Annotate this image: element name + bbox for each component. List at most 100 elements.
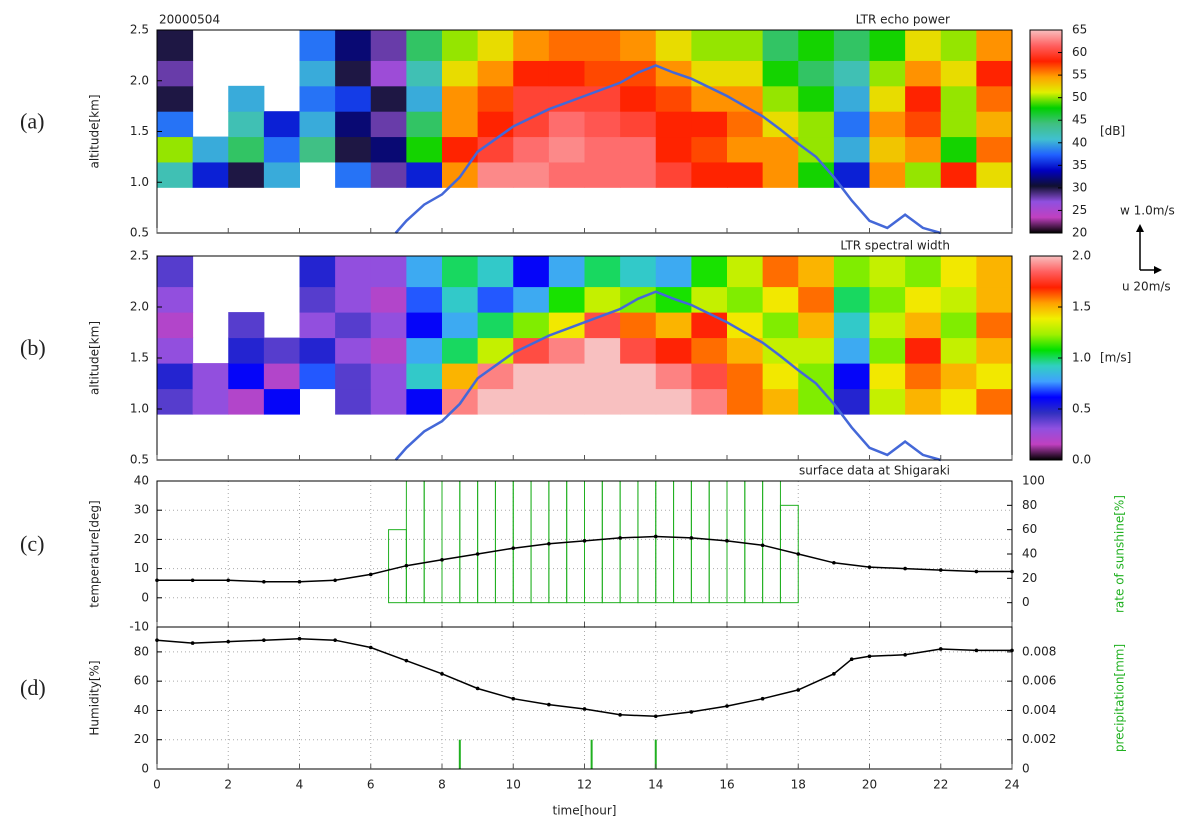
heat-cell [299,30,336,61]
colorbar-tick-label: 1.0 [1072,351,1091,365]
heat-cell [335,161,372,188]
heat-cell [406,312,443,339]
data-point [832,560,836,565]
heat-cell [905,312,942,339]
heat-cell [762,30,799,61]
y-axis-label: temperature[deg] [88,500,102,607]
heat-cell [442,312,479,339]
heat-cell [299,312,336,339]
data-point [333,638,337,642]
heat-cell [655,363,692,390]
data-point [333,578,337,583]
colorbar-tick-label: 30 [1072,180,1087,194]
heat-cell [762,286,799,313]
heat-cell [833,111,870,138]
heat-cell [442,256,479,288]
heat-cell [477,136,514,163]
heat-cell [691,85,728,112]
y-tick-label: 0 [141,590,149,604]
heat-cell [869,256,906,288]
y-tick-label: 1.5 [130,124,149,138]
heat-cell [727,30,764,61]
colorbar-tick-label: 35 [1072,158,1087,172]
heat-cell [548,30,585,61]
heat-cell [655,111,692,138]
heat-cell [299,111,336,138]
data-point [832,672,836,676]
heat-cell [869,286,906,313]
heat-cell [299,256,336,288]
data-point [938,568,943,572]
heat-cell [691,161,728,188]
heat-cell [157,337,194,364]
heat-cell [976,136,1013,163]
y-tick-label: 0 [141,762,149,776]
heat-cell [584,337,621,364]
heat-cell [691,312,728,339]
data-point [760,696,765,701]
data-point [974,648,979,653]
heat-cell [905,256,942,288]
heat-cell [370,85,407,112]
heat-cell [691,337,728,364]
heat-cell [620,256,657,288]
y2-axis-label: precipitation[mm] [1113,644,1127,752]
colorbar [1029,255,1063,461]
vector-scale-label: u 20m/s [1122,280,1171,294]
heat-cell [655,388,692,415]
y2-tick-label: 100 [1022,474,1045,488]
data-point [440,672,444,676]
heat-cell [406,337,443,364]
heat-cell [335,286,372,313]
heat-cell [263,337,300,364]
heat-cell [798,388,835,415]
heat-cell [406,388,443,415]
heat-cell [584,111,621,138]
y-tick-label: 0.5 [130,453,149,467]
data-point [226,639,231,644]
heat-cell [548,136,585,163]
x-tick-label: 6 [367,778,375,792]
data-point [297,579,302,584]
heat-cell [869,136,906,163]
panel-label: (b) [20,335,46,360]
heat-cell [477,286,514,313]
heat-cell [976,312,1013,339]
heat-cell [584,60,621,87]
heat-cell [620,363,657,390]
y-axis-label: altitude[km] [88,321,102,395]
heat-cell [370,312,407,339]
heat-cell [513,60,550,87]
heat-cell [869,30,906,61]
heat-cell [477,312,514,339]
heat-cell [442,286,479,313]
heat-cell [869,161,906,188]
heat-cell [940,111,977,138]
y-tick-label: 40 [134,474,149,488]
colorbar-tick-label: 65 [1072,23,1087,37]
heat-cell [477,363,514,390]
date-label: 20000504 [159,13,220,27]
heat-cell [584,161,621,188]
heat-cell [905,111,942,138]
heat-cell [727,286,764,313]
heat-cell [976,388,1013,415]
heat-cell [477,388,514,415]
data-point [511,546,516,550]
x-tick-label: 4 [296,778,304,792]
x-tick-label: 2 [224,778,232,792]
heat-cell [335,312,372,339]
heat-cell [548,337,585,364]
heat-cell [762,388,799,415]
heat-cell [157,60,194,87]
data-point [725,539,729,543]
heat-cell [727,388,764,415]
heat-cell [691,30,728,61]
heat-cell [833,136,870,163]
heat-cell [655,161,692,188]
colorbar-tick-label: 2.0 [1072,249,1091,263]
heat-cell [263,388,300,415]
y-tick-label: 20 [134,532,149,546]
heat-cell [548,111,585,138]
heat-cell [548,388,585,415]
